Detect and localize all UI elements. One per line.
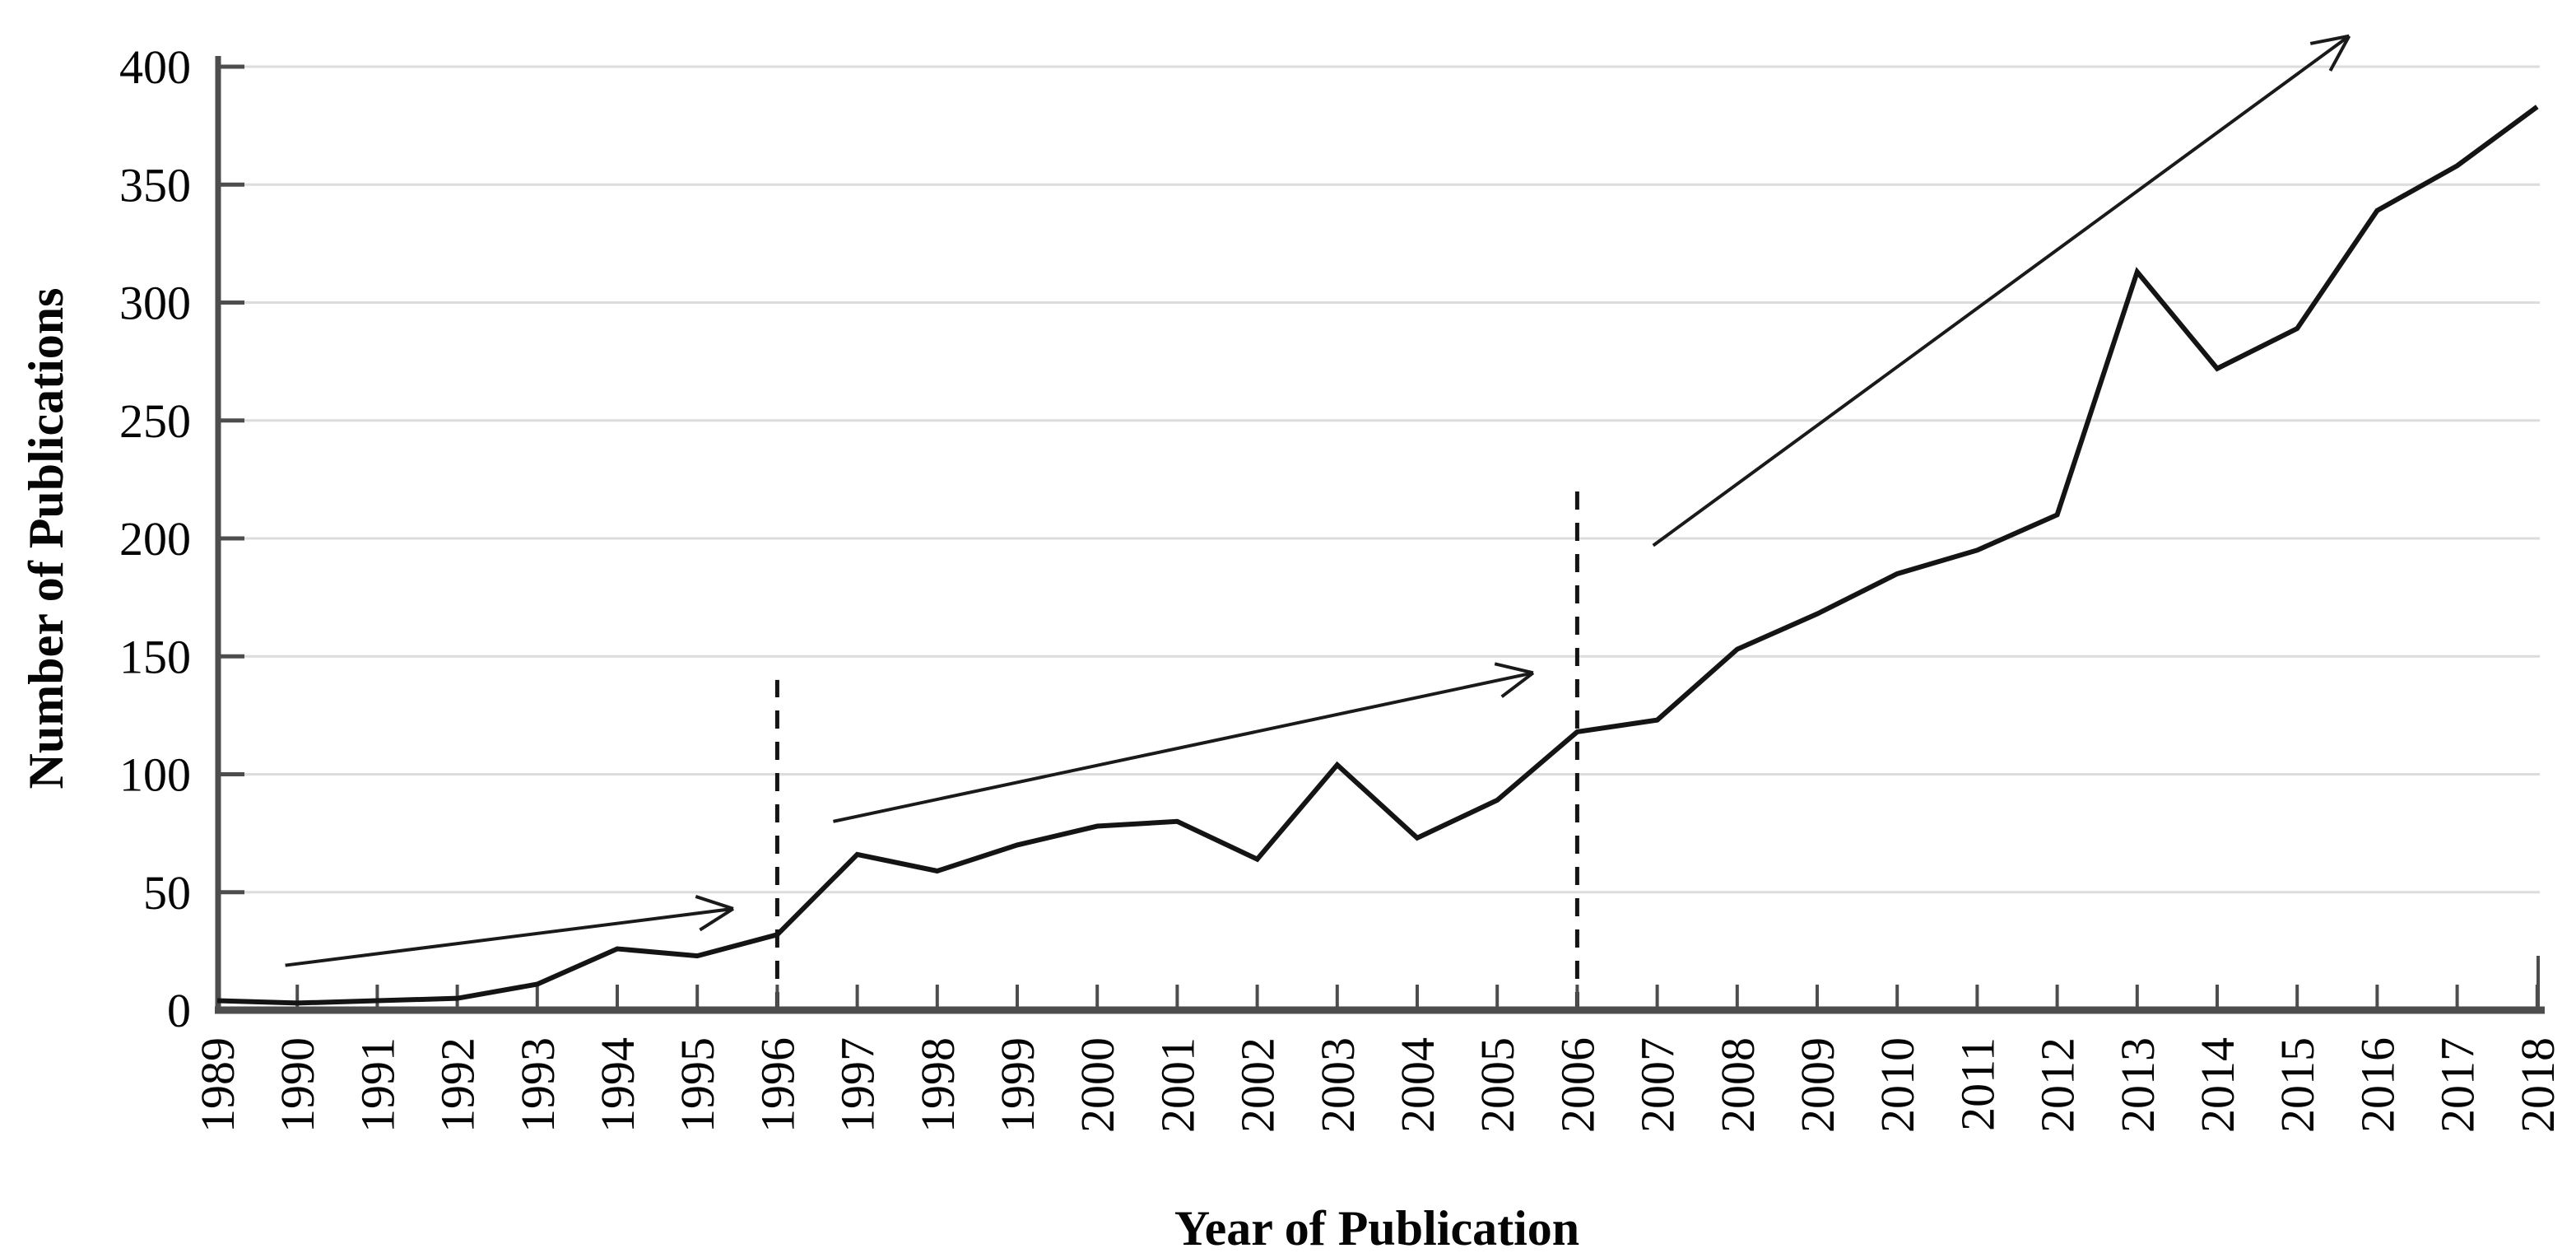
x-tick-label-1994: 1994 (591, 1037, 644, 1133)
x-tick-label-2003: 2003 (1311, 1037, 1365, 1133)
x-tick-label-2011: 2011 (1951, 1037, 2004, 1131)
x-tick-label-2017: 2017 (2431, 1037, 2485, 1133)
x-tick-marks (216, 956, 2540, 1010)
x-tick-label-2009: 2009 (1791, 1037, 1844, 1133)
publications-data-line (216, 105, 2539, 1006)
gridlines (221, 65, 2540, 894)
y-tick-label: 400 (119, 40, 191, 94)
x-tick-label-1991: 1991 (351, 1037, 404, 1133)
trend-arrow-3 (1652, 34, 2351, 547)
x-tick-label-2016: 2016 (2350, 1037, 2404, 1133)
x-tick-label-2007: 2007 (1631, 1037, 1685, 1133)
y-tick-label: 250 (119, 394, 191, 448)
x-tick-label-2000: 2000 (1071, 1037, 1124, 1133)
x-axis-title: Year of Publication (1174, 1201, 1579, 1253)
y-tick-label: 100 (119, 748, 191, 802)
y-tick-label: 0 (167, 984, 191, 1037)
x-tick-label-2002: 2002 (1231, 1037, 1285, 1133)
y-tick-marks (218, 64, 244, 1013)
x-tick-label-2015: 2015 (2271, 1037, 2324, 1133)
y-tick-label: 200 (119, 512, 191, 566)
x-tick-label-2005: 2005 (1471, 1037, 1524, 1133)
x-tick-label-1996: 1996 (751, 1037, 804, 1133)
x-tick-label-2013: 2013 (2111, 1037, 2164, 1133)
x-tick-label-1990: 1990 (271, 1037, 324, 1133)
y-axis-title: Number of Publications (19, 288, 73, 790)
y-tick-label: 350 (119, 158, 191, 212)
trend-arrow-2 (833, 662, 1535, 823)
y-tick-label: 150 (119, 630, 191, 683)
trend-arrow-1 (285, 895, 735, 967)
x-tick-labels: 1989 1990 1991 1992 1993 1994 1995 1996 1997 1998… (191, 1037, 2564, 1133)
y-tick-label: 50 (143, 866, 191, 920)
x-tick-label-1997: 1997 (831, 1037, 885, 1133)
x-tick-label-2004: 2004 (1391, 1037, 1444, 1133)
y-tick-label: 300 (119, 277, 191, 330)
x-tick-label-2012: 2012 (2031, 1037, 2085, 1133)
x-tick-label-2001: 2001 (1151, 1037, 1204, 1133)
x-tick-label-1998: 1998 (911, 1037, 965, 1133)
x-tick-label-1992: 1992 (431, 1037, 485, 1133)
x-tick-label-2014: 2014 (2191, 1037, 2244, 1133)
y-tick-labels: 0 50 100 150 200 250 300 350 400 (119, 40, 191, 1037)
x-tick-label-1993: 1993 (511, 1037, 565, 1133)
x-tick-label-2006: 2006 (1551, 1037, 1604, 1133)
x-tick-label-2018: 2018 (2511, 1037, 2564, 1133)
x-tick-label-2010: 2010 (1871, 1037, 1924, 1133)
x-tick-label-2008: 2008 (1711, 1037, 1765, 1133)
x-tick-label-1995: 1995 (671, 1037, 724, 1133)
x-tick-label-1999: 1999 (991, 1037, 1044, 1133)
x-tick-label-1989: 1989 (191, 1037, 244, 1133)
